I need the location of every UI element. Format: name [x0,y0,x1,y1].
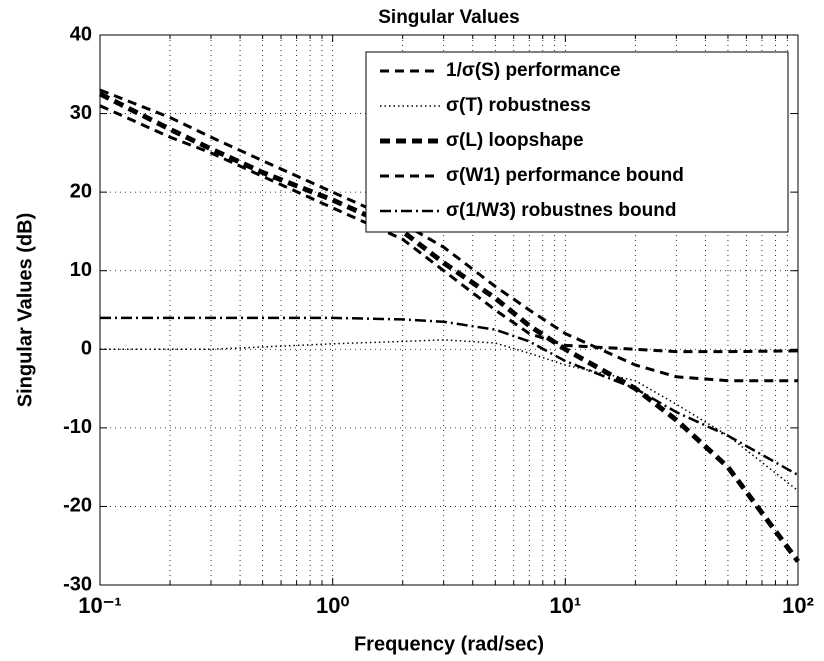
series-line [98,91,801,563]
legend-label: σ(L) loopshape [446,130,584,151]
y-tick-label: 10 [70,259,92,281]
y-tick-label: -10 [63,416,92,438]
x-tick-label: 10⁻¹ [78,593,121,618]
y-tick-label: -30 [63,573,92,595]
series-line [100,339,799,492]
legend-label: σ(T) robustness [446,95,591,116]
x-tick-label: 10² [782,593,814,618]
legend-label: σ(1/W3) robustnes bound [446,200,676,221]
chart-title: Singular Values [378,7,520,28]
series-line [99,88,798,383]
y-tick-label: -20 [63,495,92,517]
y-tick-label: 20 [70,180,92,202]
legend-label: 1/σ(S) performance [446,60,621,81]
x-axis-label: Frequency (rad/sec) [354,633,544,655]
legend-label: σ(W1) performance bound [446,165,684,186]
y-tick-label: 40 [70,23,92,45]
y-axis-label: Singular Values (dB) [14,213,36,407]
x-tick-label: 10¹ [549,593,581,618]
x-tick-label: 10⁰ [316,593,349,618]
axes-box [99,34,799,586]
y-tick-label: 30 [70,102,92,124]
series-line [99,104,799,354]
y-tick-label: 0 [81,338,92,360]
legend: 1/σ(S) performance σ(T) robustness σ(L) lo… [365,51,789,233]
